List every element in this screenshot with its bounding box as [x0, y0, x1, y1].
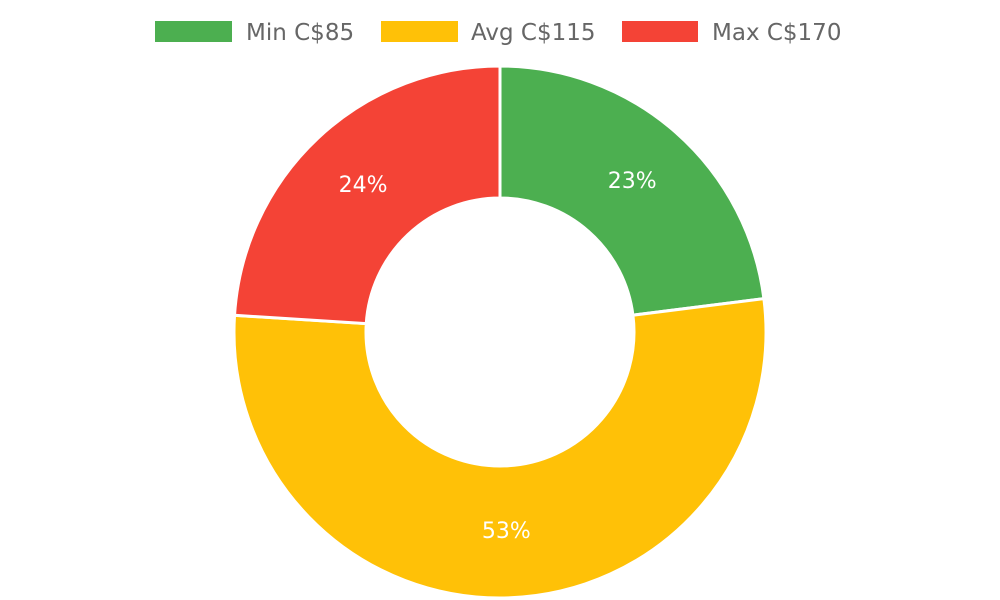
legend-label-min: Min C$85 — [246, 20, 354, 46]
legend-label-max: Max C$170 — [712, 20, 841, 46]
legend-item-avg[interactable]: Avg C$115 — [381, 20, 596, 46]
legend-swatch-max — [622, 21, 698, 42]
slice-labels-group: 23% 53% 24% — [339, 169, 657, 544]
slice-max[interactable] — [232, 64, 502, 326]
slice-label-min: 23% — [608, 169, 657, 194]
slice-min[interactable] — [498, 64, 766, 317]
slice-avg[interactable] — [232, 296, 768, 600]
legend-swatch-min — [155, 21, 232, 42]
legend-swatch-avg — [381, 21, 458, 42]
legend-item-min[interactable]: Min C$85 — [155, 20, 354, 46]
slice-label-max: 24% — [339, 173, 388, 198]
slice-label-avg: 53% — [482, 519, 531, 544]
legend-item-max[interactable]: Max C$170 — [622, 20, 841, 46]
slices-group — [232, 64, 768, 600]
legend-label-avg: Avg C$115 — [471, 20, 596, 46]
legend: Min C$85 Avg C$115 Max C$170 — [155, 20, 841, 46]
